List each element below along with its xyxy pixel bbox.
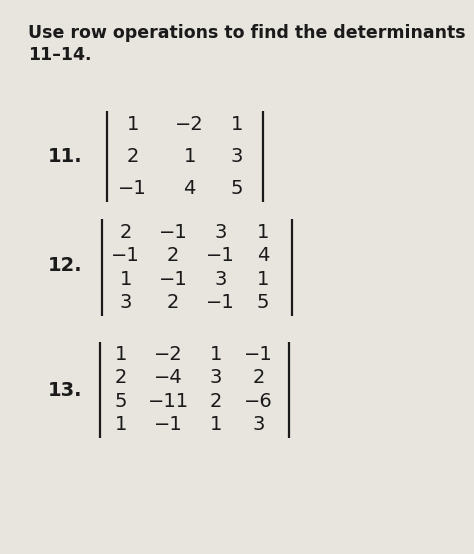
Text: 1: 1: [210, 416, 222, 434]
Text: 3: 3: [119, 293, 132, 312]
Text: 3: 3: [252, 416, 264, 434]
Text: 2: 2: [167, 293, 179, 312]
Text: 3: 3: [210, 368, 222, 387]
Text: 1: 1: [115, 416, 127, 434]
Text: 11.: 11.: [47, 147, 82, 166]
Text: 1: 1: [115, 345, 127, 364]
Text: 2: 2: [127, 147, 139, 166]
Text: 12.: 12.: [47, 257, 82, 275]
Text: 1: 1: [257, 223, 269, 242]
Text: 4: 4: [183, 179, 196, 198]
Text: 1: 1: [127, 115, 139, 134]
Text: 4: 4: [257, 247, 269, 265]
Text: −4: −4: [154, 368, 182, 387]
Text: 1: 1: [183, 147, 196, 166]
Text: 13.: 13.: [47, 381, 82, 400]
Text: −2: −2: [175, 115, 204, 134]
Text: 2: 2: [119, 223, 132, 242]
Text: 3: 3: [214, 223, 227, 242]
Text: 5: 5: [231, 179, 243, 198]
Text: −1: −1: [159, 270, 187, 289]
Text: 1: 1: [231, 115, 243, 134]
Text: 2: 2: [252, 368, 264, 387]
Text: 2: 2: [167, 247, 179, 265]
Text: 3: 3: [231, 147, 243, 166]
Text: 11–14.: 11–14.: [28, 47, 92, 64]
Text: −1: −1: [154, 416, 182, 434]
Text: −1: −1: [159, 223, 187, 242]
Text: 2: 2: [210, 392, 222, 411]
Text: −1: −1: [118, 179, 147, 198]
Text: −1: −1: [206, 247, 235, 265]
Text: −1: −1: [111, 247, 140, 265]
Text: −11: −11: [148, 392, 189, 411]
Text: 3: 3: [214, 270, 227, 289]
Text: −2: −2: [154, 345, 182, 364]
Text: −1: −1: [244, 345, 273, 364]
Text: 1: 1: [257, 270, 269, 289]
Text: 5: 5: [115, 392, 127, 411]
Text: 1: 1: [119, 270, 132, 289]
Text: Use row operations to find the determinants: Use row operations to find the determina…: [28, 24, 466, 42]
Text: −1: −1: [206, 293, 235, 312]
Text: 5: 5: [257, 293, 269, 312]
Text: −6: −6: [244, 392, 273, 411]
Text: 2: 2: [115, 368, 127, 387]
Text: 1: 1: [210, 345, 222, 364]
